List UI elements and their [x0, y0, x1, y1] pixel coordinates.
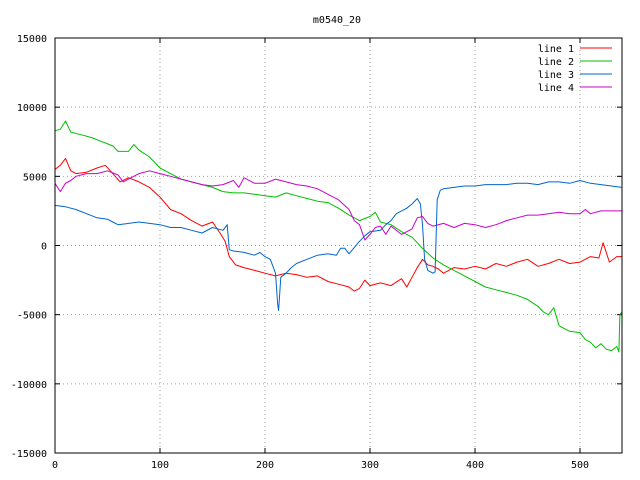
series-line-2: [54, 120, 623, 353]
x-tick-label: 300: [361, 460, 379, 471]
y-tick-label: 15000: [17, 34, 47, 45]
y-tick-label: 5000: [23, 172, 47, 183]
series-lines: [54, 120, 623, 353]
y-tick-label: 0: [41, 242, 47, 253]
series-line-3: [54, 180, 623, 311]
x-tick-label: 100: [151, 460, 169, 471]
x-tick-label: 500: [571, 460, 589, 471]
legend-label: line 1: [538, 44, 574, 55]
plot-frame: [54, 37, 623, 454]
x-tick-label: 400: [466, 460, 484, 471]
legend-label: line 4: [538, 83, 574, 94]
y-tick-label: -10000: [11, 380, 47, 391]
y-tick-label: -5000: [17, 311, 47, 322]
grid: [55, 38, 622, 453]
series-line-1: [54, 157, 622, 292]
series-line-4: [54, 170, 622, 241]
chart-title: m0540_20: [313, 15, 361, 26]
y-tick-label: -15000: [11, 449, 47, 460]
y-tick-label: 10000: [17, 103, 47, 114]
x-tick-label: 200: [256, 460, 274, 471]
legend-label: line 3: [538, 70, 574, 81]
legend: line 1 line 2 line 3 line 4: [538, 44, 612, 94]
axis-ticks: 0 100 200 300 400 500 -15000 -10000 -5000 0 5000 10…: [11, 34, 622, 471]
x-tick-label: 0: [52, 460, 58, 471]
legend-label: line 2: [538, 57, 574, 68]
